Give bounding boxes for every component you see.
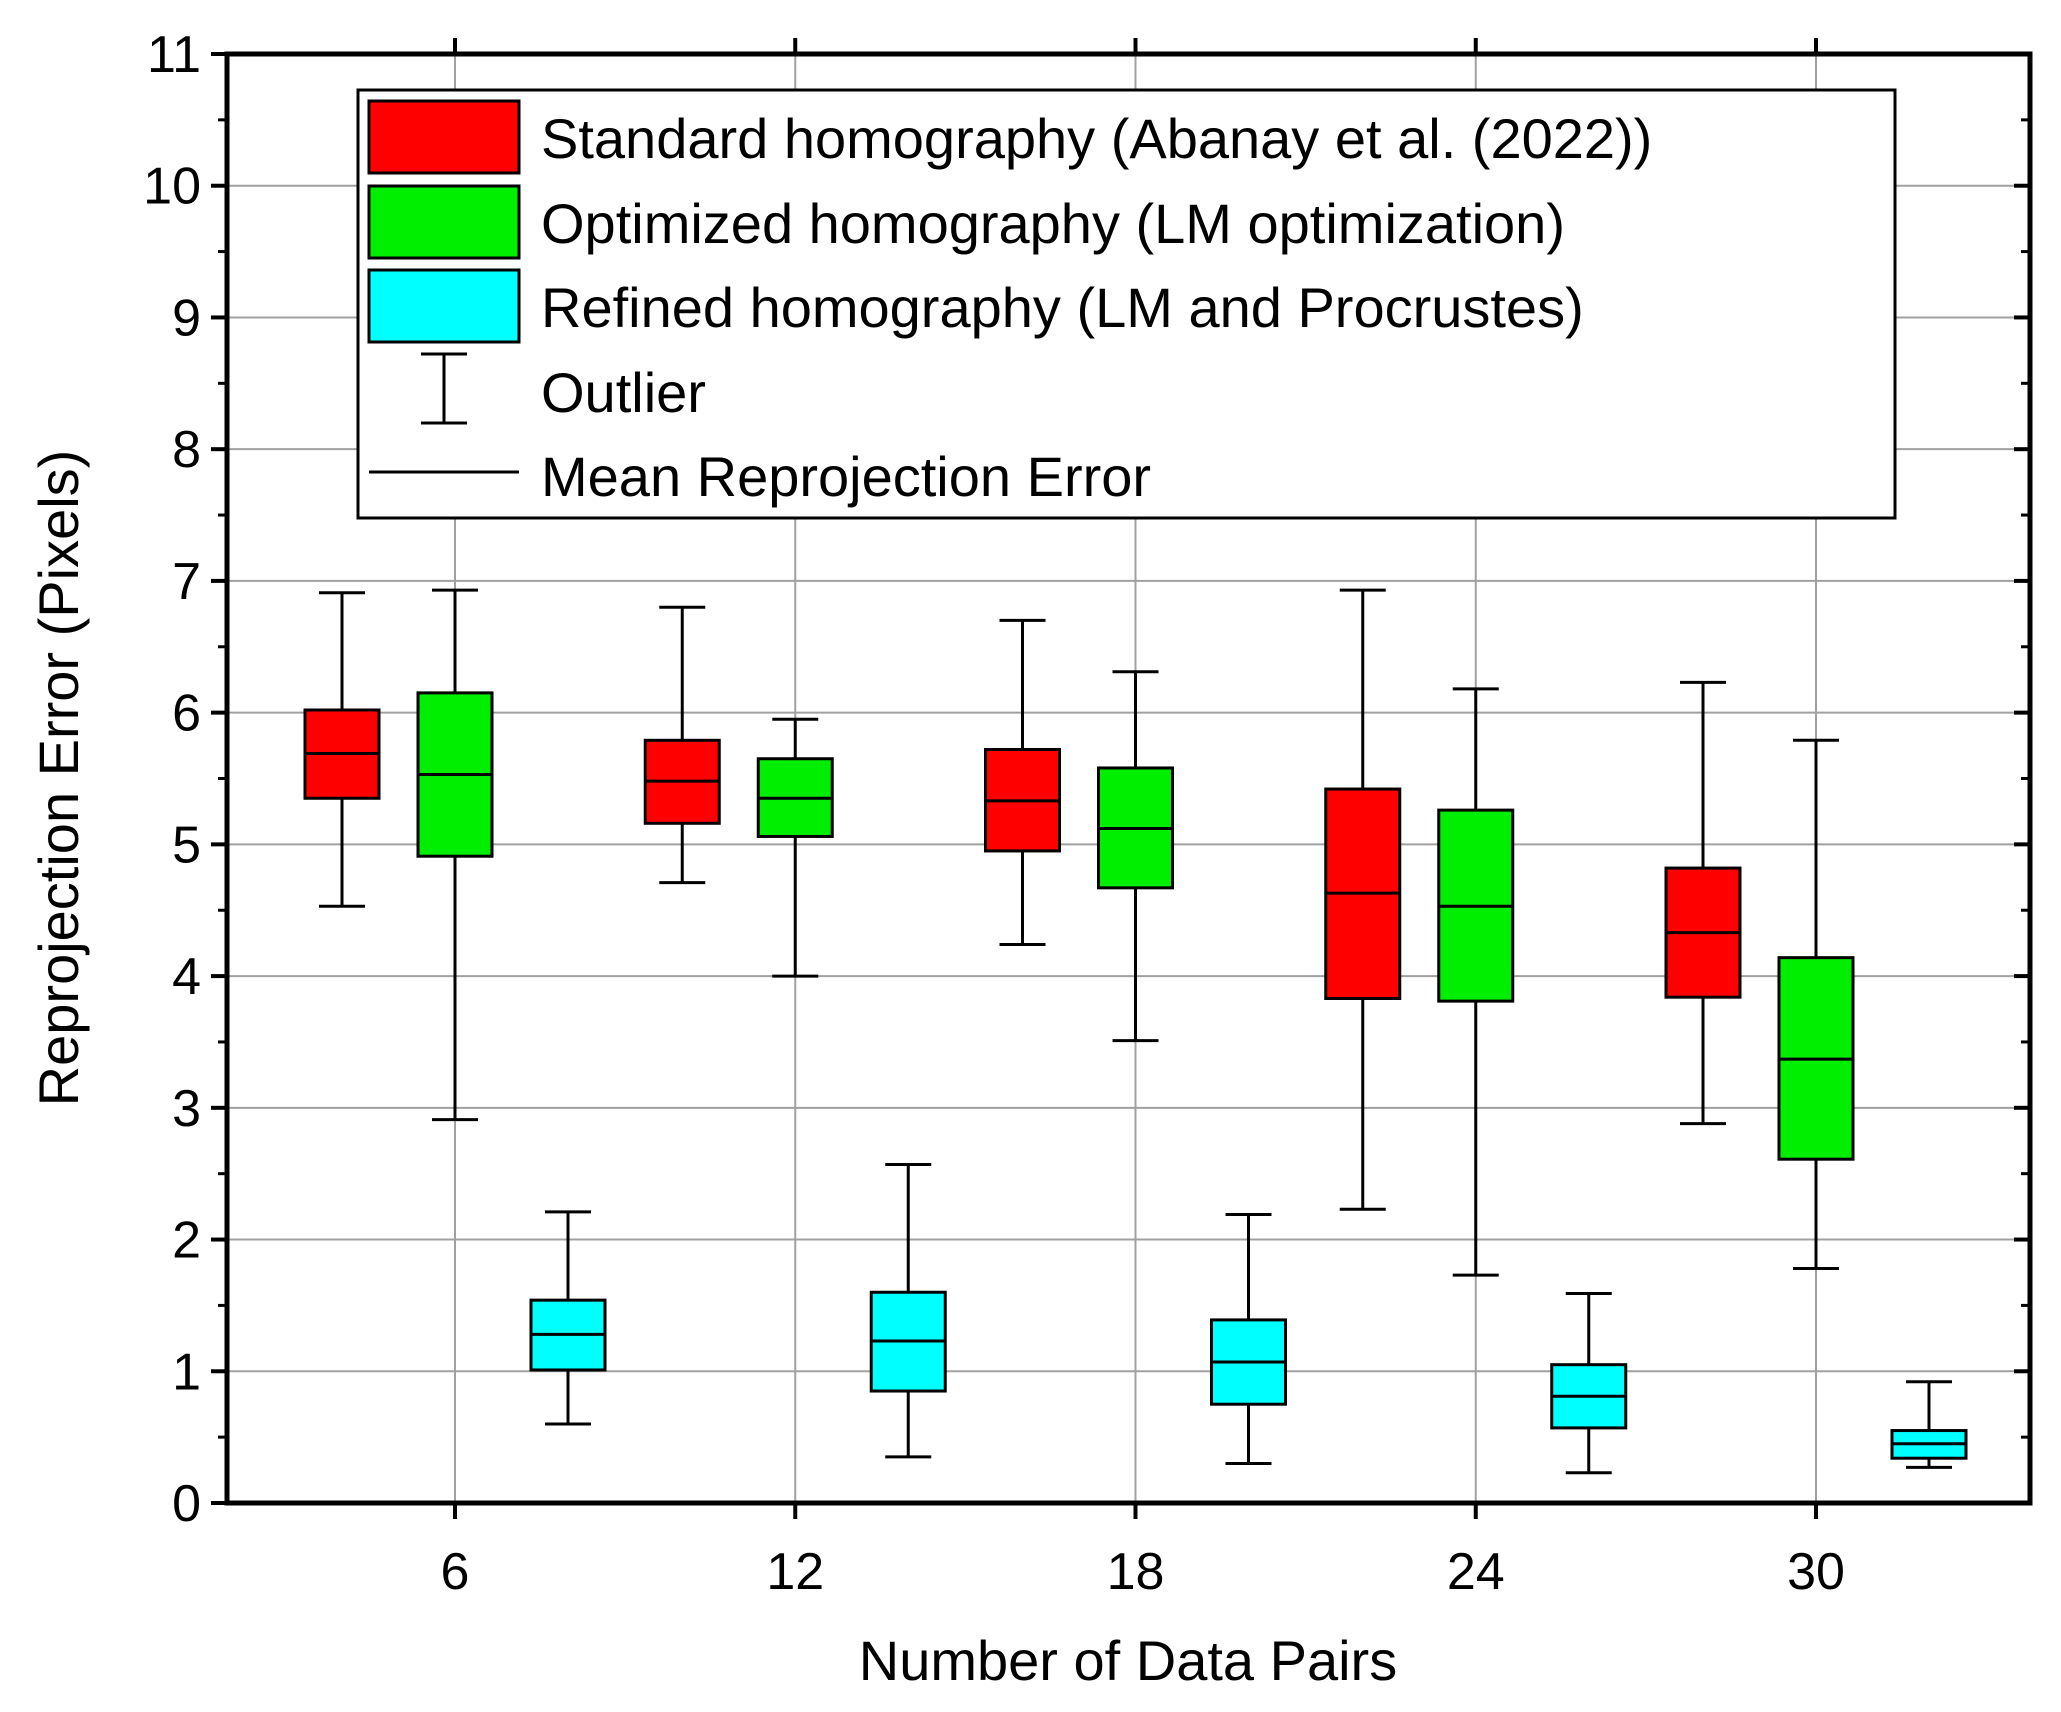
- x-tick-label: 30: [1787, 1543, 1845, 1601]
- box-1-1: [756, 717, 834, 978]
- legend-swatch-refined: [367, 268, 521, 344]
- box-2-0: [529, 1210, 607, 1426]
- box-0-2: [984, 618, 1061, 946]
- y-tick-label: 2: [172, 1212, 201, 1270]
- box-0-0: [303, 591, 381, 908]
- y-tick-label: 5: [172, 816, 201, 874]
- box-1-2: [1097, 670, 1174, 1043]
- legend-swatch-optimized: [367, 184, 521, 260]
- x-tick-label: 18: [1107, 1543, 1165, 1601]
- legend-label-standard: Standard homography (Abanay et al. (2022…: [541, 107, 1652, 170]
- box-0-1: [643, 605, 721, 885]
- legend-frame: [356, 88, 1897, 520]
- legend-swatch-standard: [367, 99, 521, 175]
- box-plots: [303, 588, 1968, 1475]
- box-2-3: [1550, 1292, 1628, 1475]
- y-tick-label: 10: [143, 158, 201, 216]
- legend-label-refined: Refined homography (LM and Procrustes): [541, 276, 1584, 339]
- y-tick-label: 4: [172, 948, 201, 1006]
- box-2-4: [1890, 1380, 1968, 1469]
- x-tick-label: 24: [1447, 1543, 1505, 1601]
- box-1-4: [1777, 738, 1855, 1271]
- y-tick-label: 3: [172, 1080, 201, 1138]
- y-tick-label: 0: [172, 1475, 201, 1533]
- y-tick-label: 11: [147, 26, 201, 84]
- y-tick-label: 6: [172, 685, 201, 743]
- box-1-3: [1437, 687, 1515, 1277]
- legend-label-optimized: Optimized homography (LM optimization): [541, 192, 1565, 255]
- y-tick-label: 8: [172, 421, 201, 479]
- legend-label-mean: Mean Reprojection Error: [541, 445, 1151, 508]
- x-tick-label: 12: [766, 1543, 824, 1601]
- y-tick-label: 1: [172, 1343, 201, 1401]
- y-axis-title: Reprojection Error (Pixels): [27, 450, 90, 1107]
- box-2-1: [869, 1162, 947, 1459]
- box-0-3: [1324, 588, 1402, 1211]
- box-2-2: [1210, 1213, 1287, 1465]
- legend-outlier-symbol: [421, 352, 467, 425]
- y-tick-label: 7: [172, 553, 201, 611]
- axis-ticks: [211, 38, 2030, 1519]
- x-tick-label: 6: [441, 1543, 470, 1601]
- legend: Standard homography (Abanay et al. (2022…: [356, 88, 1897, 520]
- box-0-4: [1664, 680, 1742, 1126]
- legend-label-outlier: Outlier: [541, 361, 706, 424]
- y-tick-label: 9: [172, 289, 201, 347]
- x-axis-title: Number of Data Pairs: [859, 1629, 1397, 1692]
- box-1-0: [416, 588, 494, 1122]
